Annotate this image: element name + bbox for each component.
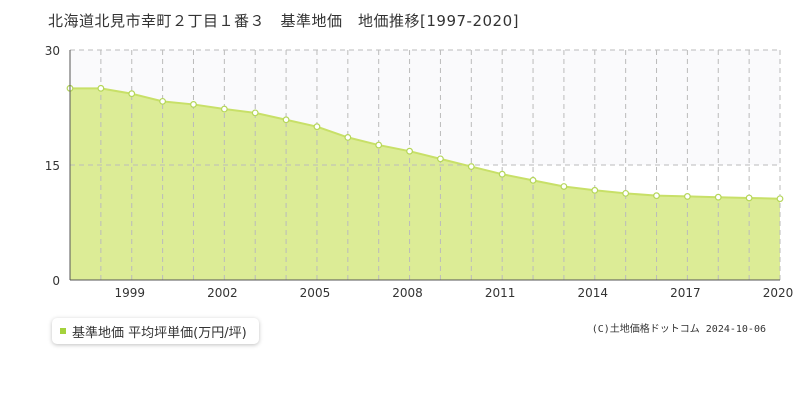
data-point xyxy=(220,105,228,113)
legend-label: 基準地価 平均坪単価(万円/坪) xyxy=(72,325,247,341)
data-point xyxy=(714,193,722,201)
x-tick-label: 2020 xyxy=(763,286,794,300)
x-tick-label: 2011 xyxy=(485,286,516,300)
series-area xyxy=(70,88,780,280)
copyright-credit: (C)土地価格ドットコム 2024-10-06 xyxy=(591,324,766,335)
data-point xyxy=(622,189,630,197)
area-layer xyxy=(70,88,780,280)
legend-swatch xyxy=(60,328,66,334)
data-point xyxy=(560,183,568,190)
data-point xyxy=(498,170,506,178)
data-point xyxy=(683,193,691,200)
legend: 基準地価 平均坪単価(万円/坪) xyxy=(52,318,259,344)
data-point xyxy=(344,133,352,141)
data-point xyxy=(437,155,444,163)
data-point xyxy=(745,194,753,202)
data-point xyxy=(375,141,383,149)
data-point xyxy=(776,195,784,203)
marker-layer xyxy=(66,84,784,203)
data-point xyxy=(653,192,660,200)
data-point xyxy=(251,109,259,117)
axis-layer: 0 15 30 1999 2002 2005 2008 2011 2014 2017 2020 xyxy=(45,44,794,300)
x-tick-label: 1999 xyxy=(114,286,145,300)
data-point xyxy=(313,123,321,131)
grid-layer xyxy=(70,49,781,280)
data-point xyxy=(282,116,290,124)
data-point xyxy=(97,84,105,92)
y-tick-label: 0 xyxy=(52,274,60,288)
x-tick-label: 2005 xyxy=(300,286,331,300)
x-tick-label: 2008 xyxy=(392,286,423,300)
data-point xyxy=(128,90,136,98)
data-point xyxy=(406,147,413,155)
x-tick-label: 2002 xyxy=(207,286,238,300)
x-tick-label: 2017 xyxy=(670,286,701,300)
data-point xyxy=(467,163,475,170)
y-tick-label: 15 xyxy=(45,159,60,173)
data-point xyxy=(190,101,197,108)
data-point xyxy=(591,186,599,194)
x-tick-label: 2014 xyxy=(578,286,609,300)
line-layer xyxy=(70,87,781,200)
y-tick-label: 30 xyxy=(45,44,60,58)
data-point xyxy=(529,176,537,184)
data-point xyxy=(159,97,167,105)
chart-title: 北海道北見市幸町２丁目１番３ 基準地価 地価推移[1997-2020] xyxy=(48,12,519,30)
series-line xyxy=(70,87,781,200)
